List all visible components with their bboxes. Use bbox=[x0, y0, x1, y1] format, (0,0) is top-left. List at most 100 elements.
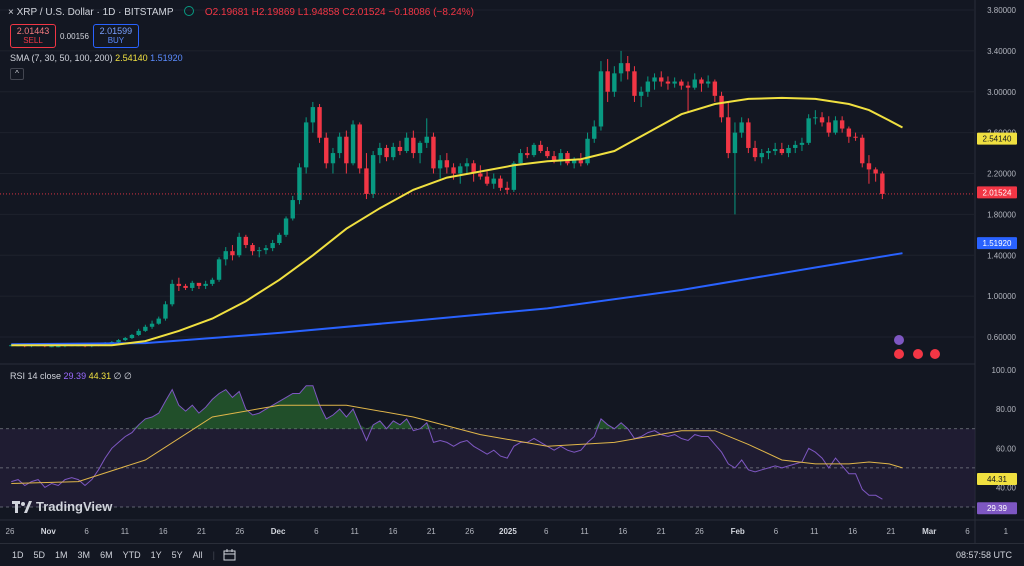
range-ytd-button[interactable]: YTD bbox=[122, 550, 141, 560]
candle-body bbox=[866, 163, 872, 170]
rsi-tick-label: 80.00 bbox=[996, 405, 1017, 414]
candle-body bbox=[344, 136, 349, 164]
candle-body bbox=[190, 282, 195, 288]
candle-body bbox=[880, 173, 885, 194]
candle bbox=[752, 140, 758, 162]
buy-price: 2.01599 bbox=[99, 26, 133, 36]
candle bbox=[263, 245, 269, 255]
symbol-legend[interactable]: × XRP / U.S. Dollar · 1D · BITSTAMP O2.1… bbox=[8, 6, 474, 18]
candle-body bbox=[290, 200, 295, 219]
candle bbox=[525, 146, 530, 159]
price-tick-label: 1.80000 bbox=[987, 210, 1016, 219]
range-divider: | bbox=[212, 550, 215, 560]
sell-button[interactable]: 2.01443 SELL bbox=[10, 24, 56, 48]
candle bbox=[565, 151, 570, 166]
candle-body bbox=[665, 81, 671, 84]
sma-legend[interactable]: SMA (7, 30, 50, 100, 200) 2.54140 1.5192… bbox=[10, 53, 183, 63]
candle bbox=[123, 337, 128, 342]
candle bbox=[404, 132, 409, 154]
rsi-tag: 29.39 bbox=[977, 502, 1017, 515]
range-5y-button[interactable]: 5Y bbox=[171, 550, 183, 560]
rsi-legend[interactable]: RSI 14 close 29.39 44.31 ∅ ∅ bbox=[10, 371, 132, 382]
candle bbox=[853, 132, 858, 141]
candle-body bbox=[839, 120, 845, 129]
ohlc-values: O2.19681 H2.19869 L1.94858 C2.01524 −0.1… bbox=[204, 7, 474, 18]
rsi-tag-text: 29.39 bbox=[987, 504, 1008, 513]
sma-slow-tag: 1.51920 bbox=[977, 237, 1017, 250]
time-tick-label: 16 bbox=[389, 527, 398, 536]
candle bbox=[632, 66, 637, 102]
time-tick-label: 2025 bbox=[499, 527, 517, 536]
tradingview-logo: TradingView bbox=[12, 499, 112, 514]
sma-slow-value: 1.51920 bbox=[150, 53, 183, 63]
candle-body bbox=[759, 153, 764, 158]
candle-body bbox=[518, 153, 523, 164]
price-tick-label: 3.80000 bbox=[987, 6, 1016, 15]
time-tick-label: 16 bbox=[848, 527, 857, 536]
rsi-bands bbox=[0, 428, 975, 508]
candle bbox=[317, 104, 322, 143]
rsi-overbought-fill bbox=[11, 385, 883, 429]
rsi-tick-label: 40.00 bbox=[996, 483, 1017, 492]
candle bbox=[679, 79, 684, 90]
close-icon[interactable]: × bbox=[8, 7, 14, 18]
candle-body bbox=[370, 155, 376, 194]
candle-body bbox=[645, 81, 651, 92]
candle-body bbox=[699, 79, 704, 84]
range-3m-button[interactable]: 3M bbox=[77, 550, 91, 560]
clock[interactable]: 08:57:58 UTC bbox=[955, 550, 1012, 560]
candle bbox=[759, 148, 764, 164]
candle bbox=[652, 73, 657, 90]
candle bbox=[391, 142, 396, 161]
flag-event-icon-2 bbox=[930, 349, 940, 359]
candle bbox=[819, 112, 825, 127]
candle-body bbox=[766, 151, 771, 154]
candle bbox=[545, 146, 550, 159]
range-1m-button[interactable]: 1M bbox=[55, 550, 68, 560]
candle-body bbox=[752, 147, 758, 158]
candle bbox=[471, 160, 476, 182]
candle bbox=[719, 91, 724, 123]
candle bbox=[726, 101, 731, 159]
candle bbox=[491, 173, 496, 189]
flag-event-icon bbox=[894, 349, 904, 359]
candle bbox=[303, 117, 309, 174]
candle bbox=[424, 118, 429, 148]
time-tick-label: 6 bbox=[965, 527, 970, 536]
candle-body bbox=[364, 168, 369, 194]
candle-body bbox=[531, 144, 537, 156]
symbol-title[interactable]: XRP / U.S. Dollar · 1D · BITSTAMP bbox=[16, 7, 174, 18]
candle-body bbox=[504, 187, 510, 190]
range-1y-button[interactable]: 1Y bbox=[150, 550, 162, 560]
candle-body bbox=[183, 285, 188, 288]
candle-body bbox=[685, 85, 691, 88]
candle bbox=[324, 132, 329, 169]
candle-body bbox=[270, 242, 275, 249]
candle-body bbox=[417, 142, 423, 154]
candle bbox=[739, 117, 744, 138]
buy-button[interactable]: 2.01599 BUY bbox=[92, 24, 139, 48]
collapse-icon[interactable]: ^ bbox=[10, 68, 24, 80]
candle-body bbox=[384, 147, 389, 158]
range-1d-button[interactable]: 1D bbox=[12, 550, 24, 560]
candle-body bbox=[458, 166, 463, 174]
rsi-value: 29.39 bbox=[63, 371, 87, 381]
range-all-button[interactable]: All bbox=[192, 550, 203, 560]
date-range-icon[interactable] bbox=[223, 549, 236, 561]
candle-body bbox=[545, 151, 550, 157]
candle-body bbox=[793, 144, 798, 148]
range-5d-button[interactable]: 5D bbox=[33, 550, 46, 560]
candle-body bbox=[223, 251, 228, 260]
rsi-line bbox=[11, 385, 883, 500]
event-icons bbox=[894, 335, 940, 359]
sma-fast-tag-bg bbox=[977, 132, 1017, 145]
candle-body bbox=[464, 163, 470, 167]
candle-body bbox=[779, 148, 785, 154]
candle-body bbox=[571, 160, 577, 164]
candle-body bbox=[123, 338, 128, 341]
candle bbox=[344, 130, 349, 174]
candle-body bbox=[498, 178, 503, 188]
range-6m-button[interactable]: 6M bbox=[100, 550, 113, 560]
candle-body bbox=[705, 81, 711, 84]
